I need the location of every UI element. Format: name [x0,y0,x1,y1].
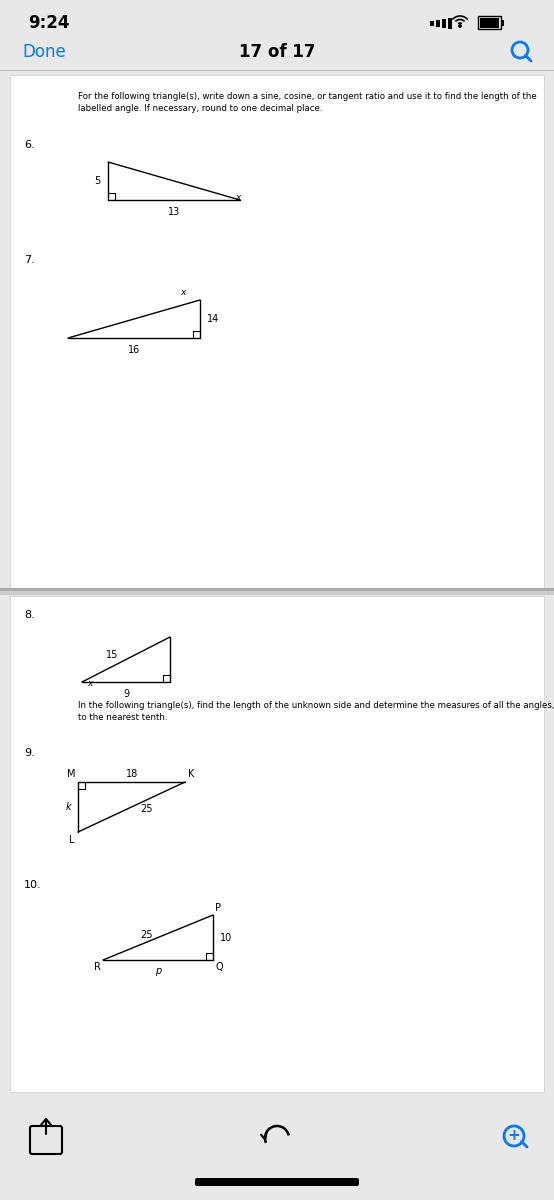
Text: 10.: 10. [24,880,42,890]
Text: R: R [94,962,101,972]
Text: x: x [87,679,93,688]
Text: 16: 16 [128,346,140,355]
Bar [10,596,544,1092]
Text: p: p [155,966,161,976]
Bar [501,20,504,26]
Bar [442,18,446,28]
Text: L: L [69,835,75,845]
Text: 15: 15 [106,650,118,660]
Text: 6.: 6. [24,140,34,150]
Bar [448,18,452,29]
Text: In the following triangle(s), find the length of the unknown side and determine : In the following triangle(s), find the l… [78,701,554,721]
Text: 25: 25 [140,804,152,814]
Text: Q: Q [215,962,223,972]
Text: 14: 14 [207,314,219,324]
Text: 25: 25 [141,930,153,940]
Bar [436,19,440,26]
Text: Done: Done [22,43,66,61]
Text: x: x [235,192,240,202]
Bar [480,18,499,28]
Text: K: K [188,769,194,779]
FancyBboxPatch shape [195,1178,359,1186]
Text: x: x [180,288,186,296]
Text: P: P [215,902,221,913]
Text: 8.: 8. [24,610,35,620]
Bar [430,20,434,25]
Bar [10,74,544,588]
Circle shape [459,25,461,28]
Text: For the following triangle(s), write down a sine, cosine, or tangent ratio and u: For the following triangle(s), write dow… [78,92,537,113]
Text: k: k [65,802,71,812]
Text: 5: 5 [94,176,100,186]
Text: 9:24: 9:24 [28,14,69,32]
Text: 9: 9 [123,689,129,698]
Text: +: + [507,1128,520,1144]
Text: 9.: 9. [24,748,35,758]
Text: M: M [66,769,75,779]
Text: 13: 13 [168,206,180,217]
Text: 7.: 7. [24,254,35,265]
Text: 18: 18 [126,769,138,779]
Text: 17 of 17: 17 of 17 [239,43,315,61]
Text: 10: 10 [220,934,232,943]
